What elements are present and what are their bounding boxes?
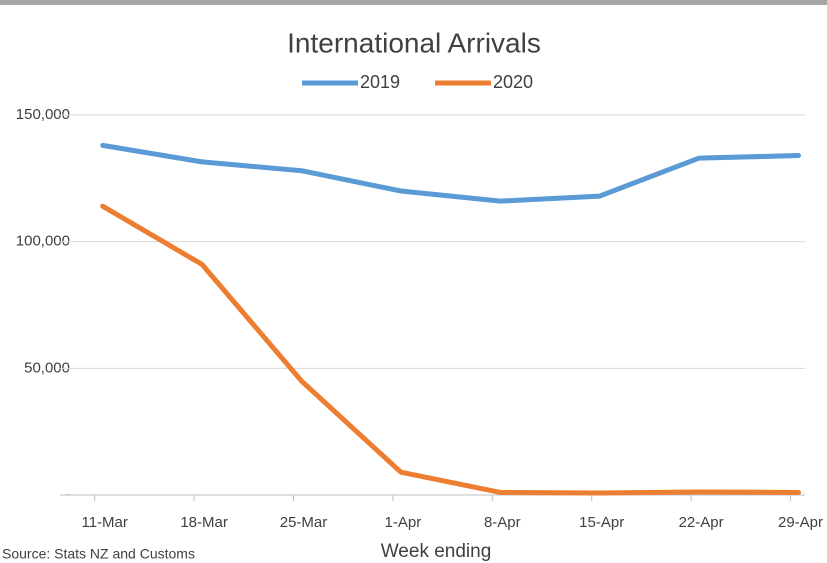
x-tick-label: 18-Mar — [180, 514, 228, 531]
y-tick-label: 50,000 — [24, 359, 70, 376]
legend-label: 2020 — [493, 72, 533, 92]
chart-title: International Arrivals — [287, 27, 541, 58]
x-tick-label: 15-Apr — [579, 514, 624, 531]
line-series — [100, 142, 801, 204]
x-tick-label: 25-Mar — [280, 514, 328, 531]
x-axis-title: Week ending — [381, 541, 492, 562]
x-tick-label: 11-Mar — [81, 514, 127, 531]
line-series — [100, 203, 801, 496]
top-bar — [0, 0, 827, 5]
y-tick-label: 150,000 — [16, 106, 70, 123]
y-tick-label: - — [65, 486, 70, 503]
x-tick-label: 22-Apr — [679, 514, 724, 531]
x-tick-label: 29-Apr — [778, 514, 823, 531]
source-note: Source: Stats NZ and Customs — [2, 546, 195, 562]
y-tick-label: 100,000 — [16, 233, 70, 250]
x-tick-label: 8-Apr — [484, 514, 521, 531]
legend-label: 2019 — [360, 72, 400, 92]
x-tick-label: 1-Apr — [385, 514, 422, 531]
